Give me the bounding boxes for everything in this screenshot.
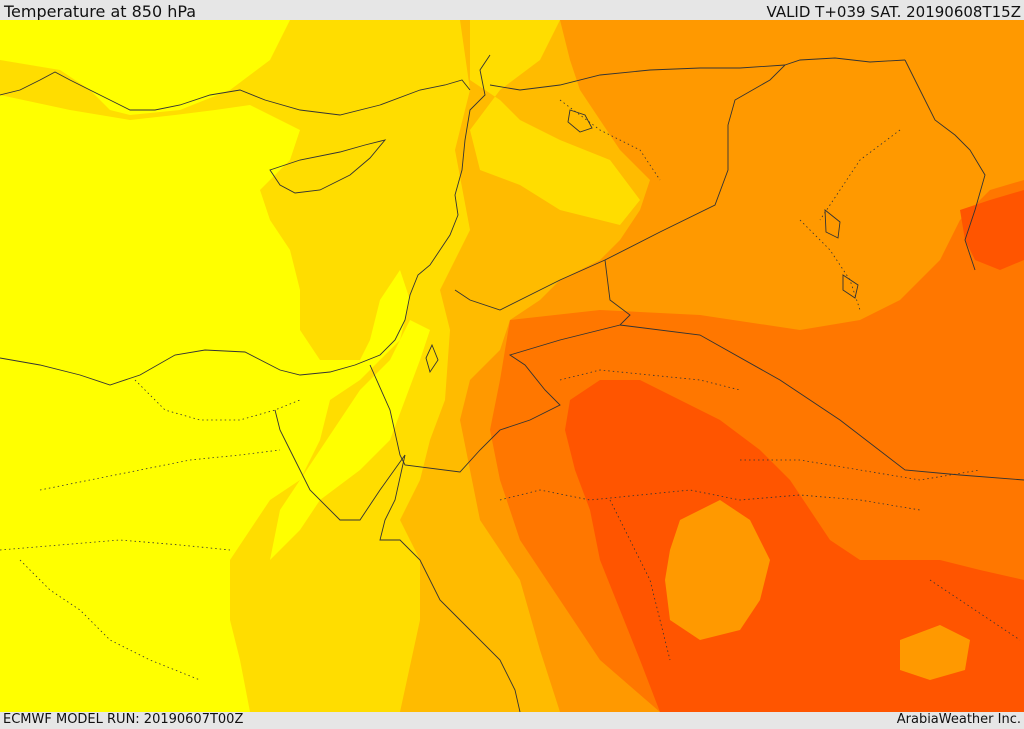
map-frame[interactable] xyxy=(0,20,1024,712)
field-lightorange-patch xyxy=(665,500,770,640)
model-run-label: ECMWF MODEL RUN: 20190607T00Z xyxy=(3,712,244,727)
lakes xyxy=(425,109,859,374)
field-yellow-3 xyxy=(270,320,430,560)
country-borders xyxy=(369,57,1024,481)
admin-borders xyxy=(0,99,1021,681)
header-bar: Temperature at 850 hPa VALID T+039 SAT. … xyxy=(0,0,1024,21)
field-yellow xyxy=(0,20,290,115)
valid-time: VALID T+039 SAT. 20190608T15Z xyxy=(766,3,1021,21)
field-lightorange-patch-2 xyxy=(900,625,970,680)
temperature-map[interactable] xyxy=(0,20,1024,712)
field-red-orange-2 xyxy=(960,190,1024,270)
brand-label: ArabiaWeather Inc. xyxy=(896,712,1021,727)
field-yellow-2 xyxy=(0,95,410,712)
footer-bar: ECMWF MODEL RUN: 20190607T00Z ArabiaWeat… xyxy=(0,712,1024,729)
field-red-orange xyxy=(565,380,1024,712)
coastlines xyxy=(0,54,521,712)
chart-title: Temperature at 850 hPa xyxy=(4,2,197,21)
